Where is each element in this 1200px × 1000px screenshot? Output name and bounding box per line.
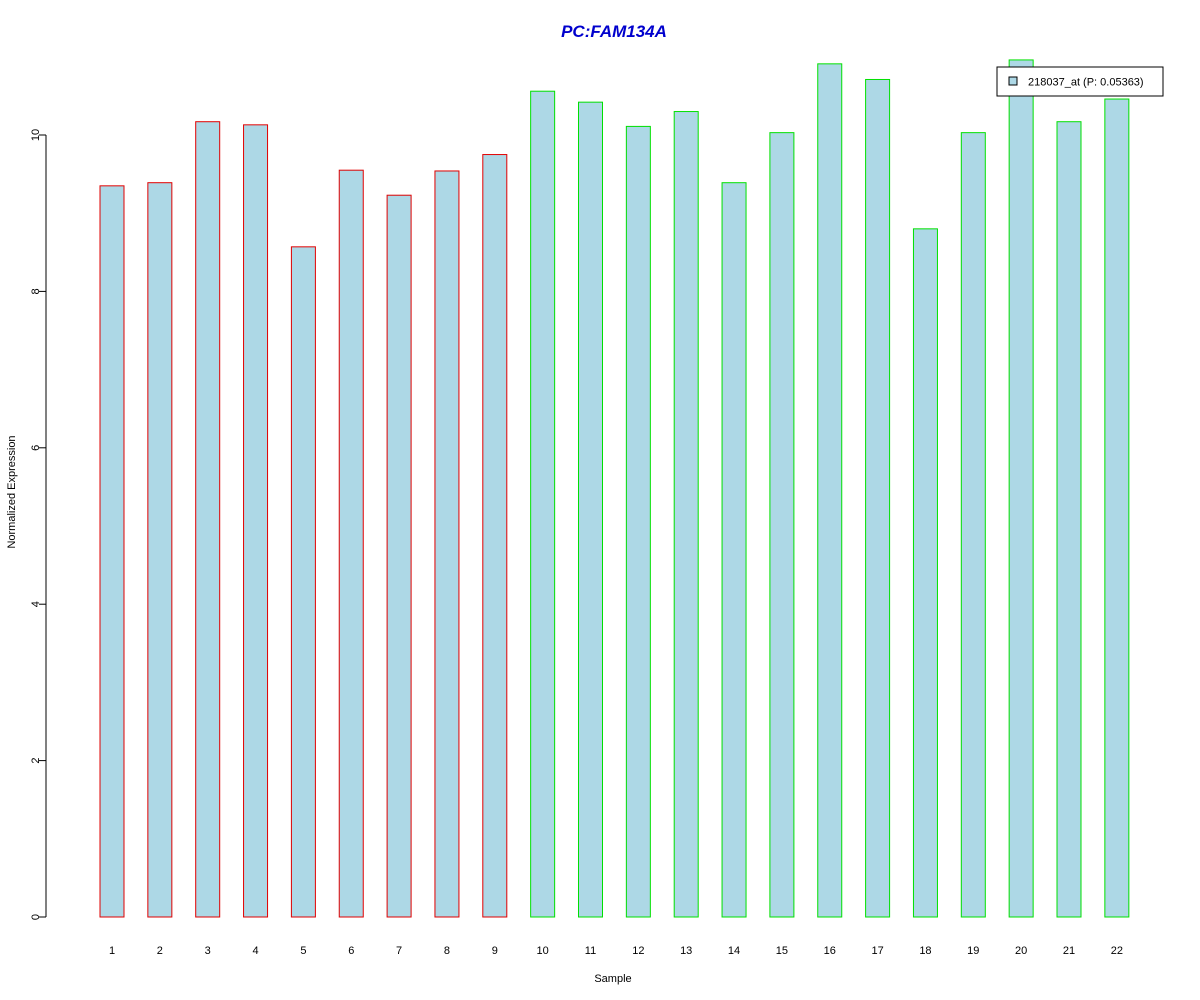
y-tick-label: 6 xyxy=(30,445,42,451)
legend: 218037_at (P: 0.05363) xyxy=(996,66,1164,97)
bar-sample-2 xyxy=(147,182,173,918)
x-tick-label: 2 xyxy=(157,945,163,957)
bar-sample-9 xyxy=(482,154,508,918)
x-tick-label: 15 xyxy=(776,945,788,957)
bar-sample-20 xyxy=(1008,59,1034,918)
x-tick-label: 8 xyxy=(444,945,450,957)
x-tick-label: 19 xyxy=(967,945,979,957)
bar-sample-16 xyxy=(817,63,843,918)
bar-sample-14 xyxy=(721,182,747,918)
bar-sample-13 xyxy=(673,111,699,918)
x-tick-label: 22 xyxy=(1111,945,1123,957)
x-tick-label: 7 xyxy=(396,945,402,957)
y-tick-label: 4 xyxy=(30,601,42,607)
bar-sample-18 xyxy=(912,228,938,918)
x-tick-label: 16 xyxy=(824,945,836,957)
x-tick-label: 10 xyxy=(537,945,549,957)
bars xyxy=(99,59,1130,918)
x-tick-label: 17 xyxy=(871,945,883,957)
bar-sample-4 xyxy=(243,124,269,918)
bar-sample-12 xyxy=(625,125,651,918)
bar-sample-5 xyxy=(290,246,316,918)
bar-sample-22 xyxy=(1104,98,1130,918)
x-tick-label: 20 xyxy=(1015,945,1027,957)
x-tick-label: 18 xyxy=(919,945,931,957)
x-tick-label: 3 xyxy=(205,945,211,957)
x-tick-label: 1 xyxy=(109,945,115,957)
y-tick-label: 8 xyxy=(30,288,42,294)
bar-sample-11 xyxy=(578,101,603,918)
x-axis: 1 2 3 4 5 6 7 8 9 10 11 12 13 14 15 16 17 18 19 20 21 22 xyxy=(109,945,1123,957)
legend-box xyxy=(996,66,1164,97)
bar-sample-15 xyxy=(769,132,795,918)
x-tick-label: 21 xyxy=(1063,945,1075,957)
x-tick-label: 5 xyxy=(300,945,306,957)
x-tick-label: 12 xyxy=(632,945,644,957)
y-tick-label: 10 xyxy=(30,129,42,141)
x-tick-label: 14 xyxy=(728,945,740,957)
y-axis: 0 2 4 6 8 10 xyxy=(30,129,47,920)
y-tick-label: 2 xyxy=(30,758,42,764)
x-axis-label: Sample xyxy=(594,973,631,985)
bar-sample-19 xyxy=(960,132,986,918)
bar-sample-3 xyxy=(195,121,221,918)
bar-sample-7 xyxy=(386,194,412,918)
x-tick-label: 4 xyxy=(252,945,258,957)
y-tick-label: 0 xyxy=(30,914,42,920)
x-tick-label: 9 xyxy=(492,945,498,957)
x-tick-label: 11 xyxy=(585,945,596,957)
bar-sample-17 xyxy=(865,78,891,918)
legend-label: 218037_at (P: 0.05363) xyxy=(1028,77,1144,89)
legend-swatch xyxy=(1008,76,1018,86)
x-tick-label: 6 xyxy=(348,945,354,957)
x-tick-label: 13 xyxy=(680,945,692,957)
bar-sample-21 xyxy=(1056,121,1082,918)
chart-title: PC:FAM134A xyxy=(561,22,667,41)
bar-sample-8 xyxy=(434,170,460,918)
bar-sample-10 xyxy=(530,90,556,918)
bar-sample-1 xyxy=(99,185,125,918)
bar-sample-6 xyxy=(338,169,364,918)
y-axis-label: Normalized Expression xyxy=(6,435,18,548)
